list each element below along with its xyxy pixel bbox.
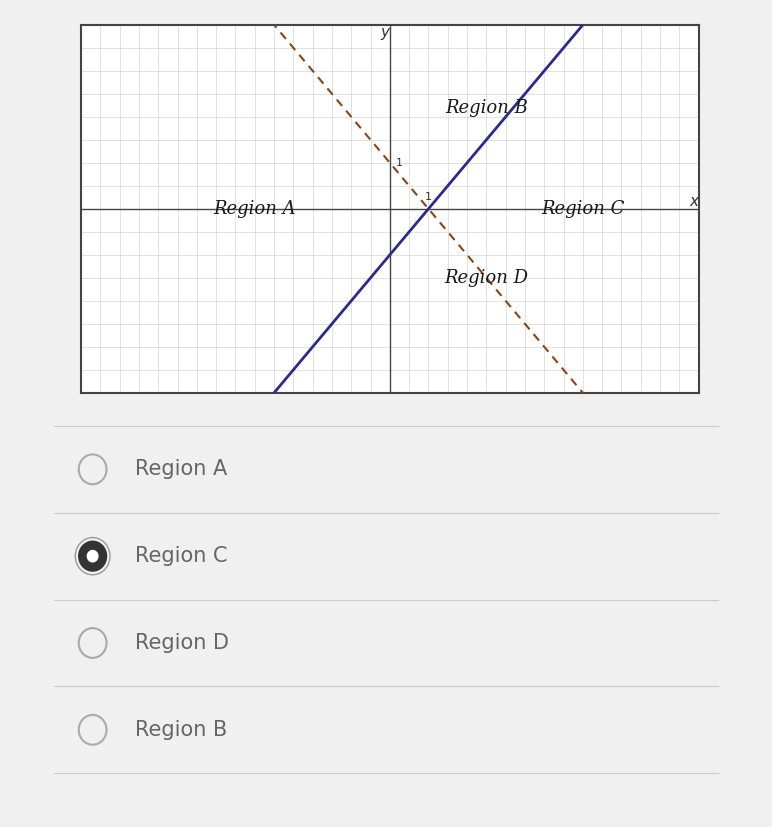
- Text: Region B: Region B: [135, 719, 227, 740]
- Text: Region A: Region A: [135, 459, 227, 480]
- Text: Region D: Region D: [135, 633, 229, 653]
- Text: Region A: Region A: [213, 200, 296, 218]
- Text: 1: 1: [425, 192, 432, 202]
- Text: Region B: Region B: [445, 98, 528, 117]
- Text: Region C: Region C: [541, 200, 625, 218]
- Text: Region C: Region C: [135, 546, 228, 566]
- Text: 1: 1: [395, 158, 403, 168]
- Text: Region D: Region D: [445, 269, 528, 287]
- Text: y: y: [381, 25, 390, 40]
- Text: x: x: [689, 194, 699, 209]
